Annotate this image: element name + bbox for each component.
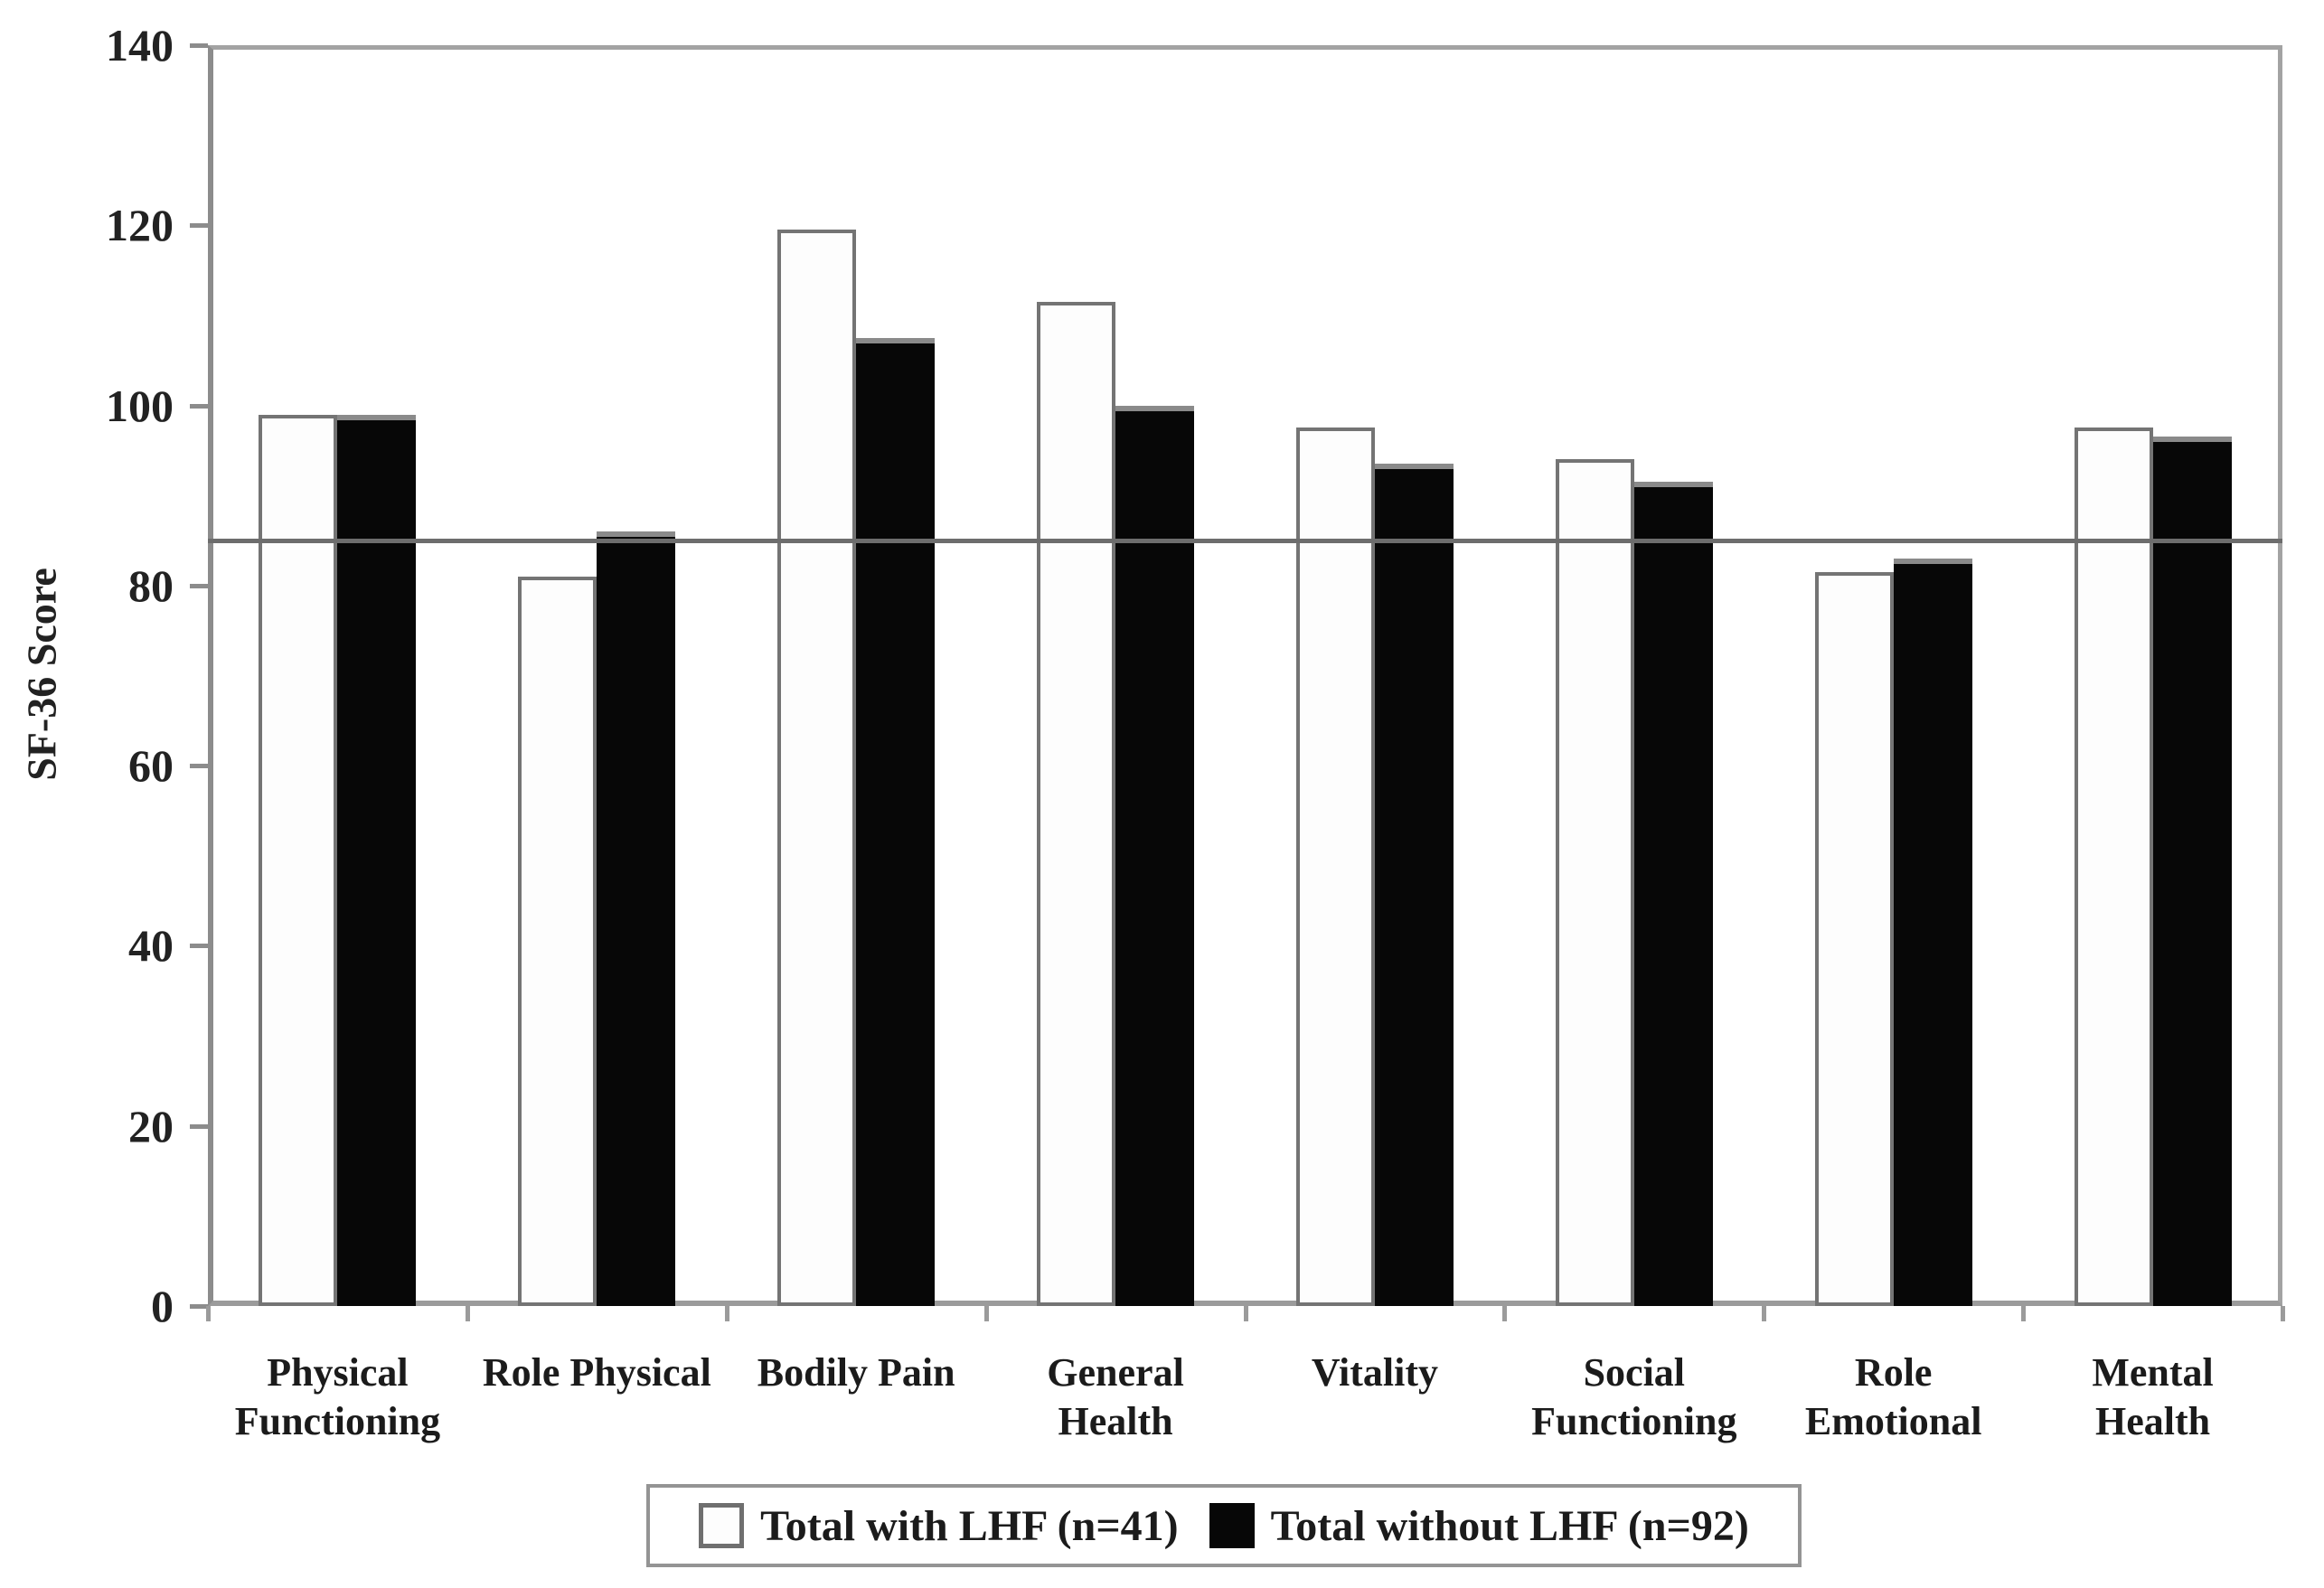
x-tick-mark xyxy=(1502,1306,1508,1321)
category-label: Mental Health xyxy=(2092,1350,2214,1443)
y-tick-mark xyxy=(190,43,208,48)
y-tick-mark xyxy=(190,223,208,229)
bar-with-lhf xyxy=(1295,428,1375,1306)
category-label: General Health xyxy=(1047,1350,1184,1443)
bar-with-lhf xyxy=(1555,459,1634,1306)
x-tick-mark xyxy=(2281,1306,2285,1321)
y-tick-mark xyxy=(190,583,208,588)
y-tick-mark xyxy=(190,944,208,949)
legend-item-without-lhf: Total without LHF (n=92) xyxy=(1209,1501,1749,1551)
y-tick-mark xyxy=(190,1304,208,1309)
x-tick-mark xyxy=(465,1306,470,1321)
y-tick-label: 80 xyxy=(128,559,174,611)
bar-with-lhf xyxy=(1037,301,1116,1306)
bar-with-lhf xyxy=(1814,571,1894,1306)
plot-area xyxy=(208,45,2282,1306)
legend: Total with LHF (n=41) Total without LHF … xyxy=(646,1484,1802,1567)
category-label: Role Emotional xyxy=(1804,1350,1982,1443)
x-tick-mark xyxy=(1243,1306,1248,1321)
category-label: Bodily Pain xyxy=(757,1350,955,1395)
bar-with-lhf xyxy=(259,414,338,1306)
x-tick-mark xyxy=(206,1306,211,1321)
bar-without-lhf xyxy=(2152,437,2232,1306)
bar-without-lhf xyxy=(1893,558,1972,1306)
x-tick-mark xyxy=(2021,1306,2027,1321)
y-tick-label: 60 xyxy=(128,740,174,792)
black-bar-swatch-icon xyxy=(1209,1503,1255,1548)
y-tick-mark xyxy=(190,1123,208,1129)
bar-without-lhf xyxy=(1115,405,1195,1306)
category-label: Physical Functioning xyxy=(234,1350,441,1443)
legend-label-with-lhf: Total with LHF (n=41) xyxy=(760,1501,1179,1550)
y-tick-label: 40 xyxy=(128,920,174,972)
y-tick-label: 100 xyxy=(106,380,174,431)
category-label: Social Functioning xyxy=(1531,1350,1737,1443)
bar-with-lhf xyxy=(2074,428,2153,1306)
reference-line-85 xyxy=(208,539,2282,544)
category-label: Vitality xyxy=(1311,1350,1438,1395)
bar-with-lhf xyxy=(518,576,597,1306)
x-tick-mark xyxy=(983,1306,989,1321)
bar-without-lhf xyxy=(1633,482,1713,1306)
y-tick-mark xyxy=(190,764,208,769)
legend-label-without-lhf: Total without LHF (n=92) xyxy=(1270,1501,1749,1550)
category-label: Role Physical xyxy=(482,1350,711,1395)
y-tick-label: 0 xyxy=(151,1281,174,1331)
x-tick-mark xyxy=(1762,1306,1767,1321)
bar-with-lhf xyxy=(777,230,857,1306)
y-tick-label: 120 xyxy=(106,200,174,251)
bar-without-lhf xyxy=(1374,464,1454,1306)
y-tick-label: 140 xyxy=(106,20,174,70)
bar-without-lhf xyxy=(856,337,936,1306)
y-tick-label: 20 xyxy=(128,1100,174,1151)
bar-without-lhf xyxy=(337,414,417,1306)
y-tick-mark xyxy=(190,403,208,409)
x-tick-mark xyxy=(724,1306,729,1321)
legend-item-with-lhf: Total with LHF (n=41) xyxy=(699,1501,1179,1551)
bar-without-lhf xyxy=(597,531,676,1306)
white-bar-swatch-icon xyxy=(699,1503,745,1548)
